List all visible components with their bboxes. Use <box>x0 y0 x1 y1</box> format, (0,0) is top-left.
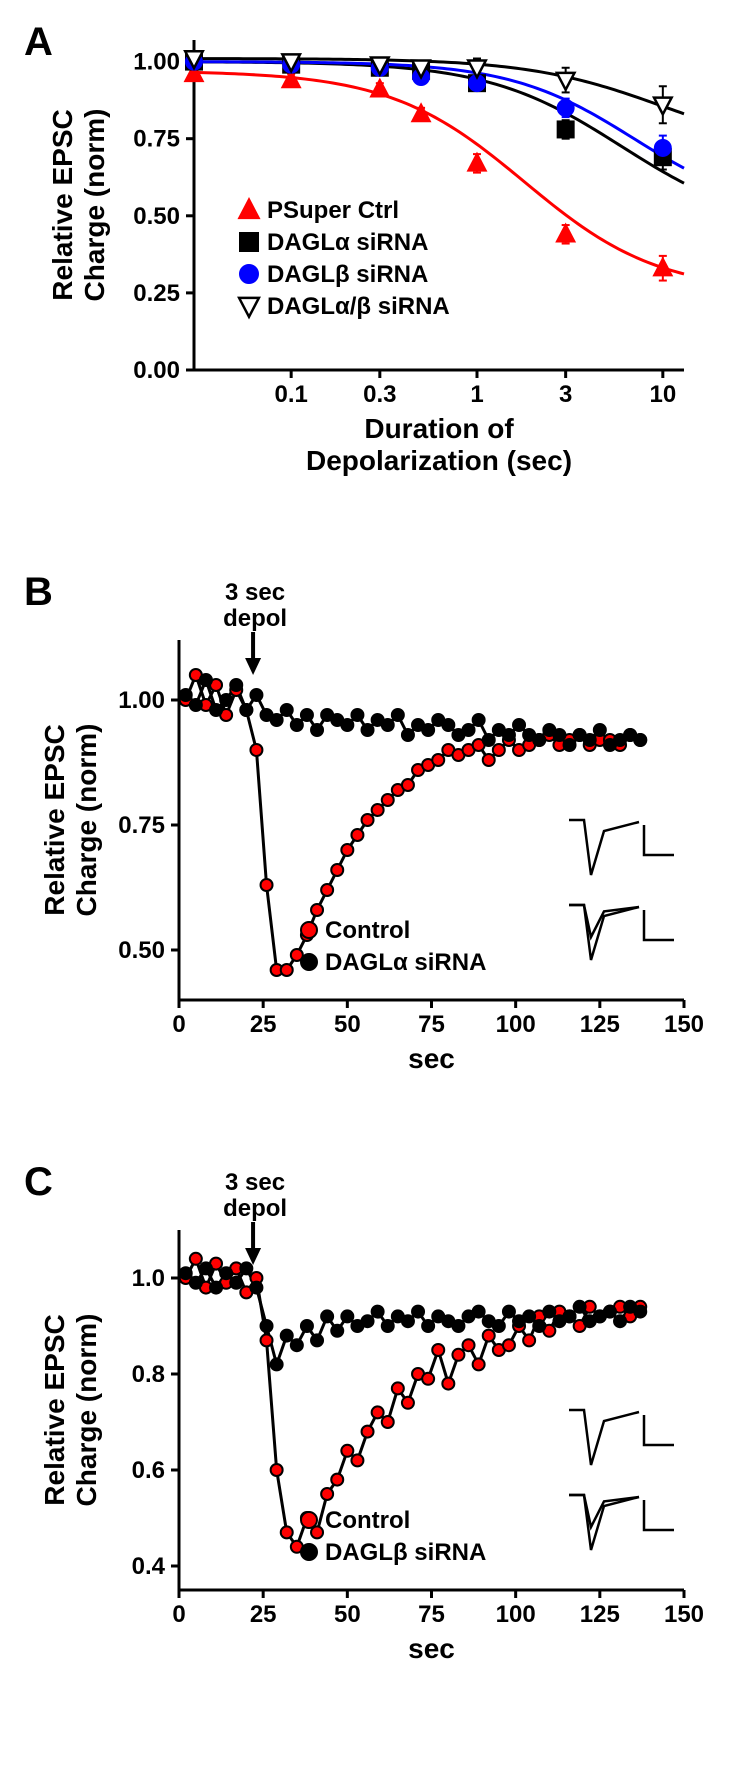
svg-text:3 sec: 3 sec <box>225 579 285 606</box>
svg-text:Control: Control <box>325 1507 410 1534</box>
panel-c-label: C <box>24 1160 53 1205</box>
svg-text:1: 1 <box>470 381 483 408</box>
panel-a: A 0.00 0.25 0.50 0.75 1.00 0.1 0.3 1 3 10 Relative… <box>24 20 724 540</box>
svg-text:depol: depol <box>223 605 287 632</box>
svg-text:Charge (norm): Charge (norm) <box>71 724 102 917</box>
svg-text:depol: depol <box>223 1195 287 1222</box>
svg-text:Depolarization (sec): Depolarization (sec) <box>306 445 572 476</box>
svg-text:0.8: 0.8 <box>132 1361 165 1388</box>
svg-text:25: 25 <box>250 1601 277 1628</box>
svg-text:25: 25 <box>250 1011 277 1038</box>
svg-text:50: 50 <box>334 1601 361 1628</box>
svg-text:DAGLβ siRNA: DAGLβ siRNA <box>267 261 428 288</box>
svg-text:PSuper Ctrl: PSuper Ctrl <box>267 197 399 224</box>
svg-text:100: 100 <box>496 1601 536 1628</box>
svg-text:Relative EPSC: Relative EPSC <box>39 724 70 915</box>
svg-text:0.00: 0.00 <box>133 357 180 384</box>
svg-text:DAGLα/β siRNA: DAGLα/β siRNA <box>267 293 450 320</box>
svg-text:Relative EPSC: Relative EPSC <box>39 1314 70 1505</box>
svg-text:0.25: 0.25 <box>133 280 180 307</box>
svg-text:Duration of: Duration of <box>364 413 514 444</box>
svg-text:Control: Control <box>325 917 410 944</box>
svg-text:0: 0 <box>172 1011 185 1038</box>
svg-text:0.1: 0.1 <box>274 381 307 408</box>
svg-text:0.50: 0.50 <box>133 203 180 230</box>
svg-text:sec: sec <box>408 1043 455 1074</box>
panel-c-svg: 0.4 0.6 0.8 1.0 0 25 50 75 100 125 150 Relative EPS… <box>24 1160 724 1720</box>
svg-text:125: 125 <box>580 1011 620 1038</box>
svg-text:75: 75 <box>418 1601 445 1628</box>
svg-text:3 sec: 3 sec <box>225 1169 285 1196</box>
svg-text:150: 150 <box>664 1601 704 1628</box>
svg-text:125: 125 <box>580 1601 620 1628</box>
svg-text:0.6: 0.6 <box>132 1457 165 1484</box>
figure: A 0.000.250.500.751.000.10.31310Relative… <box>0 0 748 1780</box>
svg-text:Relative EPSC: Relative EPSC <box>47 109 78 300</box>
panel-b-label: B <box>24 570 53 615</box>
svg-text:sec: sec <box>408 1633 455 1664</box>
svg-text:Charge (norm): Charge (norm) <box>79 109 110 302</box>
svg-text:50: 50 <box>334 1011 361 1038</box>
svg-text:0.75: 0.75 <box>118 812 165 839</box>
svg-text:0.50: 0.50 <box>118 937 165 964</box>
svg-text:1.00: 1.00 <box>133 49 180 76</box>
svg-text:DAGLα siRNA: DAGLα siRNA <box>267 229 428 256</box>
svg-text:Charge (norm): Charge (norm) <box>71 1314 102 1507</box>
panel-b-svg: 0.50 0.75 1.00 0 25 50 75 100 125 150 Relative EPS… <box>24 570 724 1130</box>
svg-text:0.4: 0.4 <box>132 1553 166 1580</box>
svg-text:100: 100 <box>496 1011 536 1038</box>
svg-text:3: 3 <box>559 381 572 408</box>
svg-text:150: 150 <box>664 1011 704 1038</box>
svg-text:10: 10 <box>649 381 676 408</box>
svg-text:DAGLβ siRNA: DAGLβ siRNA <box>325 1539 486 1566</box>
panel-a-label: A <box>24 20 53 65</box>
svg-text:75: 75 <box>418 1011 445 1038</box>
svg-text:0.75: 0.75 <box>133 126 180 153</box>
svg-text:0.3: 0.3 <box>363 381 396 408</box>
svg-text:0: 0 <box>172 1601 185 1628</box>
svg-text:DAGLα siRNA: DAGLα siRNA <box>325 949 486 976</box>
panel-a-svg: 0.00 0.25 0.50 0.75 1.00 0.1 0.3 1 3 10 Relative E… <box>24 20 724 540</box>
panel-c: C 0.4 0.6 0.8 1.0 0 25 50 75 100 125 150 Relative E… <box>24 1160 724 1720</box>
svg-text:1.0: 1.0 <box>132 1265 165 1292</box>
svg-text:1.00: 1.00 <box>118 687 165 714</box>
panel-b: B 0.50 0.75 1.00 0 25 50 75 100 125 150 Relative E… <box>24 570 724 1130</box>
